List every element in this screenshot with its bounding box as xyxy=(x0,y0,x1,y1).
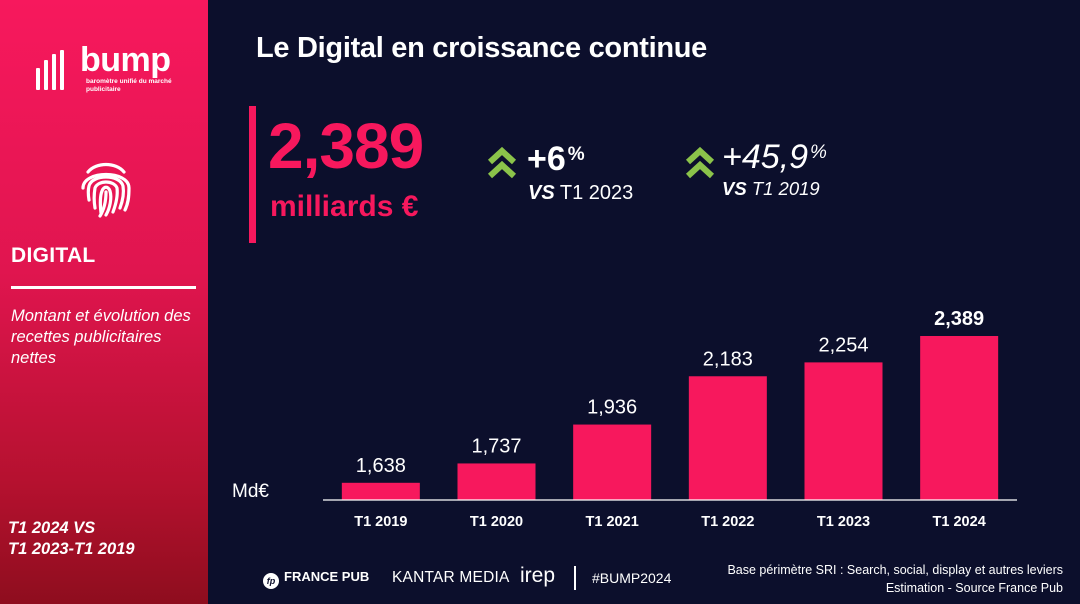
footer-separator xyxy=(574,566,576,590)
hashtag: #BUMP2024 xyxy=(592,570,672,586)
bump-logo: bump baromètre unifié du marché publicit… xyxy=(36,41,186,96)
bar-1 xyxy=(457,463,536,500)
france-pub-label: FRANCE PUB xyxy=(284,569,370,584)
page-title: Le Digital en croissance continue xyxy=(256,32,707,64)
france-pub-mark: fp xyxy=(263,573,279,589)
source-line-2: Estimation - Source France Pub xyxy=(885,581,1063,595)
data-label-3: 2,183 xyxy=(703,348,753,370)
delta-vs-2023: +6% xyxy=(527,140,585,184)
vs-2023-label: VS T1 2023 xyxy=(528,182,633,205)
data-label-0: 1,638 xyxy=(356,455,406,477)
data-label-5: 2,389 xyxy=(934,308,984,330)
double-chevron-up-icon xyxy=(685,146,715,179)
delta-vs-2019-suffix: % xyxy=(810,142,827,163)
bar-5 xyxy=(920,336,999,500)
vs-2019-period: T1 2019 xyxy=(751,178,820,199)
bar-4 xyxy=(804,362,883,500)
delta-vs-2019-value: +45,9 xyxy=(722,138,809,176)
source-note: Base périmètre SRI : Search, social, dis… xyxy=(727,561,1063,597)
bar-2 xyxy=(573,424,652,500)
kpi-unit: milliards € xyxy=(270,190,419,223)
x-tick-label-2: T1 2021 xyxy=(586,514,639,530)
x-tick-label-0: T1 2019 xyxy=(354,514,407,530)
fingerprint-icon xyxy=(81,162,131,218)
x-tick-label-4: T1 2023 xyxy=(817,514,870,530)
data-label-2: 1,936 xyxy=(587,397,637,419)
y-unit-label: Md€ xyxy=(232,481,269,502)
x-tick-label-3: T1 2022 xyxy=(701,514,754,530)
vs-2019-prefix: VS xyxy=(722,178,747,199)
source-line-1: Base périmètre SRI : Search, social, dis… xyxy=(727,563,1063,577)
kpi-value: 2,389 xyxy=(268,110,424,182)
delta-vs-2023-suffix: % xyxy=(567,144,585,165)
brand-tagline: baromètre unifié du marché publicitaire xyxy=(86,78,172,93)
period-line-1: T1 2024 VS xyxy=(8,519,96,537)
bar-3 xyxy=(688,376,767,500)
data-label-1: 1,737 xyxy=(471,435,521,457)
brand-name: bump xyxy=(80,41,171,79)
bump-bars-icon xyxy=(36,50,72,90)
period-line-2: T1 2023-T1 2019 xyxy=(8,540,135,558)
vs-2023-period: T1 2023 xyxy=(559,182,634,204)
section-description: Montant et évolution des recettes public… xyxy=(11,307,191,367)
delta-vs-2023-value: +6 xyxy=(527,140,566,178)
kpi-accent-bar xyxy=(249,106,256,243)
sidebar: bump baromètre unifié du marché publicit… xyxy=(0,0,208,604)
vs-2019-label: VS T1 2019 xyxy=(722,178,820,200)
vs-2023-prefix: VS xyxy=(528,182,555,204)
delta-vs-2019: +45,9% xyxy=(722,138,827,182)
double-chevron-up-icon xyxy=(487,146,517,179)
section-title: DIGITAL xyxy=(11,244,96,267)
x-tick-label-1: T1 2020 xyxy=(470,514,523,530)
period-label: T1 2024 VS T1 2023-T1 2019 xyxy=(8,518,135,560)
data-label-4: 2,254 xyxy=(818,334,868,356)
x-tick-label-5: T1 2024 xyxy=(933,514,986,530)
bar-0 xyxy=(341,482,420,500)
kantar-media-logo: KANTAR MEDIA xyxy=(392,569,510,586)
france-pub-logo: fp FRANCE PUB xyxy=(263,569,369,589)
divider xyxy=(11,286,196,289)
irep-logo: irep xyxy=(520,564,556,587)
